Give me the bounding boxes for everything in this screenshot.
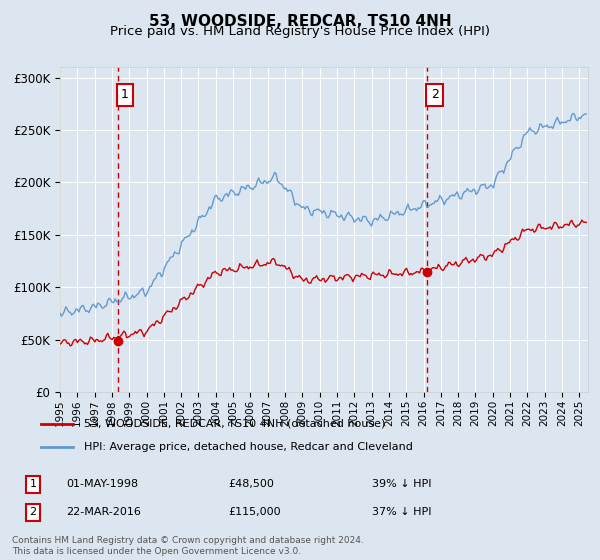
- Text: 53, WOODSIDE, REDCAR, TS10 4NH: 53, WOODSIDE, REDCAR, TS10 4NH: [149, 14, 451, 29]
- Text: 53, WOODSIDE, REDCAR, TS10 4NH (detached house): 53, WOODSIDE, REDCAR, TS10 4NH (detached…: [84, 419, 385, 429]
- Text: 1: 1: [121, 88, 129, 101]
- Text: 37% ↓ HPI: 37% ↓ HPI: [372, 507, 431, 517]
- Text: This data is licensed under the Open Government Licence v3.0.: This data is licensed under the Open Gov…: [12, 547, 301, 556]
- Text: 01-MAY-1998: 01-MAY-1998: [66, 479, 138, 489]
- Text: HPI: Average price, detached house, Redcar and Cleveland: HPI: Average price, detached house, Redc…: [84, 442, 413, 452]
- Text: 2: 2: [29, 507, 37, 517]
- Text: £115,000: £115,000: [228, 507, 281, 517]
- Text: 39% ↓ HPI: 39% ↓ HPI: [372, 479, 431, 489]
- Text: Contains HM Land Registry data © Crown copyright and database right 2024.: Contains HM Land Registry data © Crown c…: [12, 536, 364, 545]
- Text: £48,500: £48,500: [228, 479, 274, 489]
- Text: 1: 1: [29, 479, 37, 489]
- Text: 2: 2: [431, 88, 439, 101]
- Text: 22-MAR-2016: 22-MAR-2016: [66, 507, 141, 517]
- Text: Price paid vs. HM Land Registry's House Price Index (HPI): Price paid vs. HM Land Registry's House …: [110, 25, 490, 38]
